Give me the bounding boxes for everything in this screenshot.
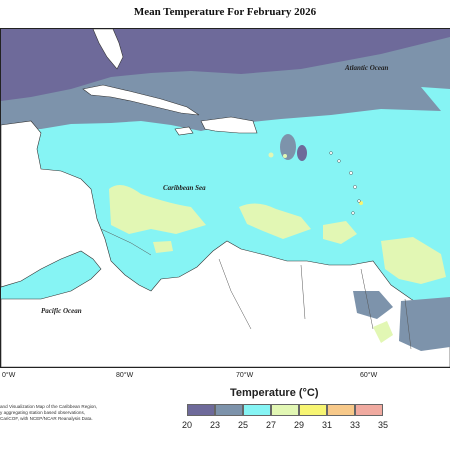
legend-tick-label: 33	[349, 420, 361, 430]
band-27-29-atlantic	[381, 237, 446, 284]
legend-swatch	[271, 404, 299, 416]
band-27-29-dot	[283, 154, 287, 158]
longitude-label: 60°W	[360, 372, 378, 379]
land-cuba	[82, 84, 200, 116]
land-hispaniola	[200, 116, 258, 134]
land-jamaica	[174, 126, 194, 136]
island	[337, 159, 341, 163]
legend-tick-label: 27	[265, 420, 277, 430]
caribbean-sea-label: Caribbean Sea	[163, 184, 206, 192]
country-borders	[100, 228, 412, 350]
legend-colorbar	[187, 404, 383, 416]
legend-tick-label: 29	[293, 420, 305, 430]
band-27-29-dot	[268, 152, 274, 158]
band-27-29-patch	[153, 241, 173, 253]
atlantic-ocean-label: Atlantic Ocean	[345, 64, 389, 72]
legend-tick-label: 23	[209, 420, 221, 430]
legend-swatch	[355, 404, 383, 416]
band-23-25-guyana	[353, 291, 393, 319]
longitude-label: 70°W	[236, 372, 254, 379]
map-footnote: and Visualization Map of the Caribbean R…	[0, 404, 98, 421]
land-mainland	[1, 120, 450, 367]
legend-tick-label: 35	[377, 420, 389, 430]
band-27-29-east	[239, 203, 311, 239]
band-27-29-inland	[373, 321, 393, 343]
longitude-label: 0°W	[2, 372, 16, 379]
legend-swatch	[327, 404, 355, 416]
longitude-label: 80°W	[116, 372, 134, 379]
land-florida	[92, 29, 124, 70]
island	[329, 151, 333, 155]
legend-swatch	[299, 404, 327, 416]
legend-title: Temperature (°C)	[230, 387, 319, 399]
pacific-ocean-label: Pacific Ocean	[41, 307, 82, 315]
band-23-25-amazon	[399, 297, 450, 351]
legend-tick-label: 25	[237, 420, 249, 430]
island	[353, 185, 357, 189]
band-27-29-south	[323, 221, 357, 244]
legend-tick-label: 20	[181, 420, 193, 430]
island	[357, 199, 361, 203]
temperature-map	[1, 29, 450, 367]
island	[351, 211, 355, 215]
band-20-23-patch	[297, 145, 307, 161]
island	[349, 171, 353, 175]
map-panel: Atlantic Ocean Caribbean Sea Pacific Oce…	[0, 28, 450, 368]
map-title: Mean Temperature For February 2026	[133, 6, 317, 18]
legend-tick-label: 31	[321, 420, 333, 430]
band-23-25-patch	[280, 134, 296, 160]
legend-swatch	[243, 404, 271, 416]
legend-tick-labels: 20 23 25 27 29 31 33 35	[0, 420, 450, 434]
legend-swatch	[187, 404, 215, 416]
legend-swatch	[215, 404, 243, 416]
band-27-29-central	[109, 185, 206, 234]
